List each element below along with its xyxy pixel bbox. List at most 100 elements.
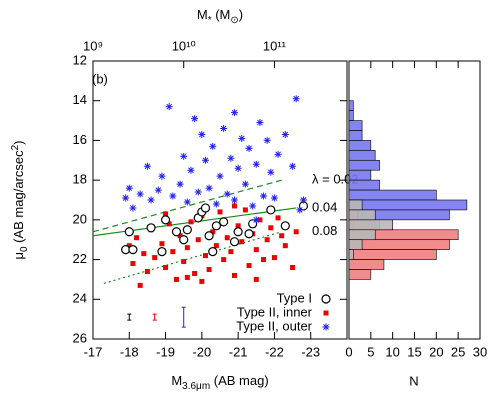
point — [263, 136, 271, 144]
point — [163, 265, 169, 271]
point — [179, 235, 189, 245]
legend-marker — [321, 294, 331, 304]
point — [200, 203, 211, 213]
point — [257, 217, 263, 223]
x2-tick-label: 10⁹ — [83, 38, 103, 53]
point — [292, 95, 300, 103]
x-tick-label: -20 — [192, 344, 211, 359]
point — [184, 274, 190, 280]
legend-label: Type I — [277, 290, 312, 305]
point — [231, 196, 239, 204]
point — [253, 276, 259, 282]
point — [137, 282, 143, 288]
point — [227, 154, 235, 162]
point — [181, 259, 187, 265]
point — [246, 263, 252, 269]
hist-bar — [348, 199, 468, 211]
point — [228, 249, 234, 255]
x-tick-label: 30 — [473, 344, 487, 359]
point — [125, 184, 133, 192]
hist-bar — [348, 249, 354, 260]
point — [206, 267, 212, 272]
point — [136, 190, 144, 198]
x-tick-label: 5 — [367, 344, 374, 359]
point — [299, 196, 307, 204]
hist-bar — [348, 199, 363, 211]
hist-x-label: N — [409, 373, 418, 388]
point — [231, 109, 239, 117]
y-tick-label: 12 — [73, 52, 87, 67]
point — [210, 229, 216, 235]
x2-label-part: M — [197, 7, 208, 22]
x2-axis-label: M* (M⊙) — [197, 7, 243, 25]
panel-label: (b) — [92, 71, 108, 86]
legend-label: Type II, inner — [237, 304, 313, 319]
hist-bar — [348, 159, 380, 171]
point — [216, 172, 224, 180]
point — [293, 229, 299, 235]
point — [177, 233, 183, 239]
point — [274, 150, 282, 158]
x-tick-label: 15 — [407, 344, 421, 359]
y-label-part: ) — [11, 140, 26, 144]
legend-marker — [323, 310, 329, 316]
point — [169, 192, 177, 200]
point — [296, 206, 304, 214]
point — [134, 235, 140, 241]
point — [199, 278, 205, 284]
point — [290, 265, 296, 271]
point — [220, 125, 228, 133]
hist-bar — [348, 120, 363, 131]
x-label-part: (AB mag) — [210, 373, 269, 388]
x2-label-part: * — [208, 15, 212, 26]
point — [173, 276, 179, 282]
point — [271, 255, 277, 261]
point — [253, 247, 259, 253]
point — [261, 257, 267, 263]
point — [188, 219, 194, 225]
x2-tick-label: 10¹⁰ — [172, 38, 196, 53]
y-axis-label: μ0 (AB mag/arcsec2) — [10, 140, 30, 259]
point — [213, 243, 219, 249]
point — [256, 119, 264, 127]
point — [154, 186, 162, 194]
point — [234, 164, 242, 172]
point — [221, 257, 227, 263]
x-tick-label: -21 — [229, 344, 248, 359]
point — [176, 180, 184, 188]
point — [187, 166, 195, 174]
hist-bar — [348, 239, 450, 250]
y-tick-label: 14 — [73, 92, 87, 107]
point — [244, 229, 254, 239]
hist-bar — [348, 209, 376, 221]
point — [211, 221, 221, 231]
point — [282, 243, 288, 249]
point — [130, 261, 136, 267]
point — [266, 205, 276, 215]
x-tick-label: 10 — [385, 344, 399, 359]
point — [158, 172, 166, 180]
lambda-line — [103, 231, 282, 284]
hist-bar — [348, 169, 372, 181]
point — [152, 255, 158, 261]
point — [191, 115, 199, 123]
x-label-part: M — [171, 373, 182, 388]
x-tick-label: 0 — [345, 344, 352, 359]
point — [232, 203, 238, 209]
x-tick-label: -17 — [84, 344, 103, 359]
x2-label-part: ) — [239, 7, 243, 22]
point — [235, 223, 241, 229]
x-tick-label: 20 — [429, 344, 443, 359]
point — [252, 216, 260, 224]
hist-bar — [348, 249, 437, 260]
point — [217, 209, 223, 215]
point — [229, 237, 240, 247]
point — [204, 231, 214, 241]
point — [183, 198, 191, 206]
point — [208, 247, 218, 257]
point — [238, 134, 246, 142]
x-label-part: 3.6μm — [182, 381, 210, 392]
point — [275, 215, 281, 221]
point — [194, 188, 202, 196]
